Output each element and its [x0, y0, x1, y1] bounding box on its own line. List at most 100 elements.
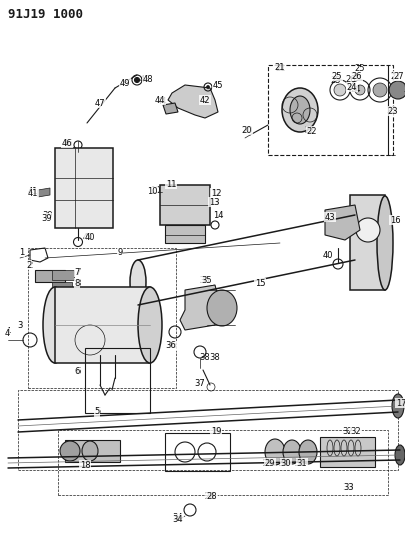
Text: 7: 7: [75, 268, 81, 277]
Circle shape: [354, 85, 364, 95]
Circle shape: [206, 85, 209, 88]
Text: 27: 27: [393, 71, 403, 80]
Text: 23: 23: [386, 106, 396, 115]
Ellipse shape: [130, 260, 146, 304]
Text: 19: 19: [210, 427, 221, 437]
Text: 36: 36: [166, 341, 177, 350]
Text: 10: 10: [149, 185, 160, 195]
Text: 6: 6: [74, 367, 79, 376]
Bar: [267, 65, 392, 155]
Circle shape: [333, 84, 345, 96]
Bar: [35, 270, 65, 282]
Text: 15: 15: [254, 279, 264, 287]
Text: 13: 13: [207, 198, 218, 206]
Text: 11: 11: [164, 180, 175, 189]
Ellipse shape: [43, 287, 67, 363]
Text: 33: 33: [343, 483, 354, 492]
Text: 17: 17: [395, 399, 405, 408]
Text: 4: 4: [5, 327, 11, 336]
Ellipse shape: [376, 196, 392, 290]
Bar: [85, 348, 149, 413]
Ellipse shape: [207, 290, 237, 326]
Text: 21: 21: [275, 63, 286, 72]
Text: 22: 22: [306, 126, 316, 135]
Text: 47: 47: [94, 99, 105, 108]
Ellipse shape: [281, 88, 317, 132]
Text: 16: 16: [389, 215, 399, 224]
Text: 28: 28: [206, 492, 217, 502]
Text: 46: 46: [62, 139, 73, 148]
Text: 10: 10: [146, 187, 157, 196]
Text: 32: 32: [350, 427, 360, 437]
Text: 5: 5: [95, 408, 100, 416]
Text: 33: 33: [342, 483, 352, 492]
Ellipse shape: [289, 96, 309, 124]
Bar: [65, 440, 120, 462]
Text: 35: 35: [201, 276, 212, 285]
Text: 43: 43: [324, 213, 335, 222]
Text: 46: 46: [62, 139, 72, 148]
Polygon shape: [179, 285, 220, 330]
Bar: [52, 270, 74, 280]
Text: 25: 25: [354, 63, 365, 72]
Text: 44: 44: [154, 95, 165, 104]
Text: 21: 21: [274, 62, 285, 71]
Ellipse shape: [394, 445, 404, 465]
Text: 40: 40: [322, 251, 333, 260]
Text: 14: 14: [212, 211, 223, 220]
Bar: [164, 433, 230, 471]
Polygon shape: [168, 85, 217, 118]
Polygon shape: [324, 205, 359, 240]
Text: 26: 26: [350, 71, 360, 80]
Text: 91J19 1000: 91J19 1000: [8, 8, 83, 21]
Text: 44: 44: [156, 96, 167, 106]
Text: 43: 43: [324, 213, 335, 222]
Text: 40: 40: [83, 232, 93, 241]
Text: 9: 9: [117, 247, 122, 256]
Text: 31: 31: [294, 458, 305, 467]
Circle shape: [355, 218, 379, 242]
Text: 7: 7: [74, 268, 79, 277]
Text: 30: 30: [278, 458, 289, 467]
Text: 6: 6: [75, 367, 81, 376]
Text: 39: 39: [42, 214, 52, 222]
Text: 49: 49: [119, 78, 130, 87]
Text: 36: 36: [165, 342, 176, 351]
Text: 2: 2: [26, 261, 32, 270]
Text: 24: 24: [350, 85, 360, 93]
Text: 41: 41: [28, 187, 38, 196]
Text: 20: 20: [241, 125, 252, 134]
Text: 5: 5: [94, 408, 99, 416]
Text: 4: 4: [4, 328, 10, 337]
Bar: [164, 225, 205, 243]
Ellipse shape: [138, 287, 162, 363]
Text: 27: 27: [390, 71, 400, 80]
Text: 34: 34: [172, 514, 183, 523]
Text: 3: 3: [17, 320, 23, 329]
Text: 47: 47: [94, 99, 105, 108]
Text: 30: 30: [280, 458, 291, 467]
Text: 1: 1: [19, 247, 25, 256]
Bar: [28, 248, 175, 388]
Text: 8: 8: [75, 279, 81, 287]
Text: 41: 41: [28, 189, 38, 198]
Text: 48: 48: [142, 75, 153, 84]
Bar: [52, 282, 72, 290]
Text: 49: 49: [119, 78, 130, 87]
Text: 45: 45: [212, 80, 223, 90]
Ellipse shape: [391, 394, 403, 418]
Polygon shape: [162, 103, 177, 114]
Circle shape: [134, 77, 139, 83]
Text: 24: 24: [346, 83, 356, 92]
Text: 34: 34: [172, 513, 183, 522]
Ellipse shape: [282, 440, 300, 464]
Text: 37: 37: [194, 378, 205, 387]
Text: 23: 23: [387, 107, 397, 116]
Text: 40: 40: [85, 232, 95, 241]
Text: 25: 25: [331, 71, 341, 80]
Text: 8: 8: [74, 279, 79, 287]
Text: 20: 20: [242, 125, 253, 134]
Text: 26: 26: [351, 71, 361, 80]
Text: 18: 18: [79, 461, 90, 470]
Text: 39: 39: [43, 211, 53, 220]
